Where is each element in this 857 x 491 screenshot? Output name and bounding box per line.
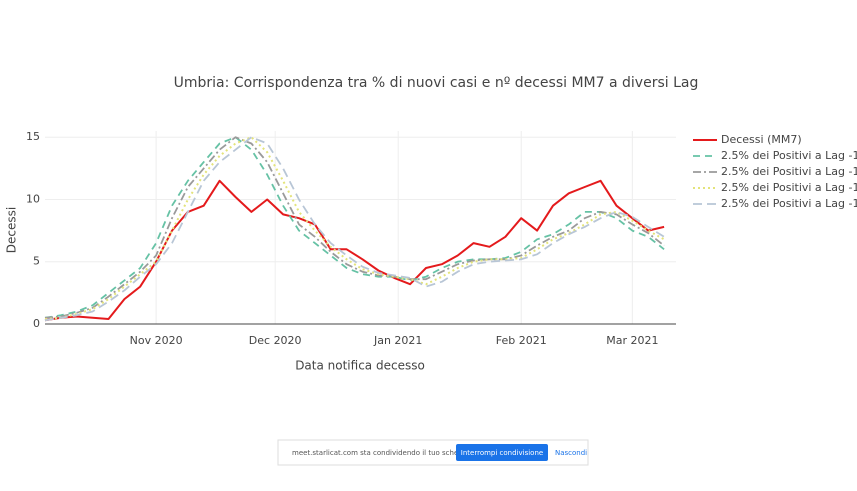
stop-button-label[interactable]: Interrompi condivisione <box>461 449 543 457</box>
series-line <box>44 136 665 322</box>
chart-title: Umbria: Corrispondenza tra % di nuovi ca… <box>174 75 699 91</box>
y-tick-label: 5 <box>33 255 40 268</box>
legend-label: Decessi (MM7) <box>721 133 802 146</box>
x-tick-label: Jan 2021 <box>373 334 422 347</box>
x-tick-label: Feb 2021 <box>496 334 547 347</box>
hide-link[interactable]: Nascondi <box>555 449 587 457</box>
series-line <box>44 136 665 319</box>
share-bar: meet.starlicat.com sta condividendo il t… <box>277 439 589 466</box>
share-message: meet.starlicat.com sta condividendo il t… <box>292 449 474 457</box>
stop-button[interactable] <box>456 444 548 461</box>
y-tick-label: 10 <box>26 192 40 205</box>
y-tick-label: 0 <box>33 317 40 330</box>
series-line <box>44 136 665 319</box>
legend-label: 2.5% dei Positivi a Lag -11 <box>721 149 857 162</box>
series-line <box>44 179 665 322</box>
x-tick-label: Nov 2020 <box>130 334 183 347</box>
x-tick-label: Mar 2021 <box>606 334 658 347</box>
y-tick-label: 15 <box>26 130 40 143</box>
x-tick-label: Dec 2020 <box>249 334 302 347</box>
legend-label: 2.5% dei Positivi a Lag -13 <box>721 165 857 178</box>
x-axis-title: Data notifica decesso <box>295 359 425 373</box>
legend-label: 2.5% dei Positivi a Lag -15 <box>721 181 857 194</box>
y-axis-title: Decessi <box>5 207 19 253</box>
series-line <box>44 136 665 320</box>
legend-label: 2.5% dei Positivi a Lag -17 <box>721 197 857 210</box>
